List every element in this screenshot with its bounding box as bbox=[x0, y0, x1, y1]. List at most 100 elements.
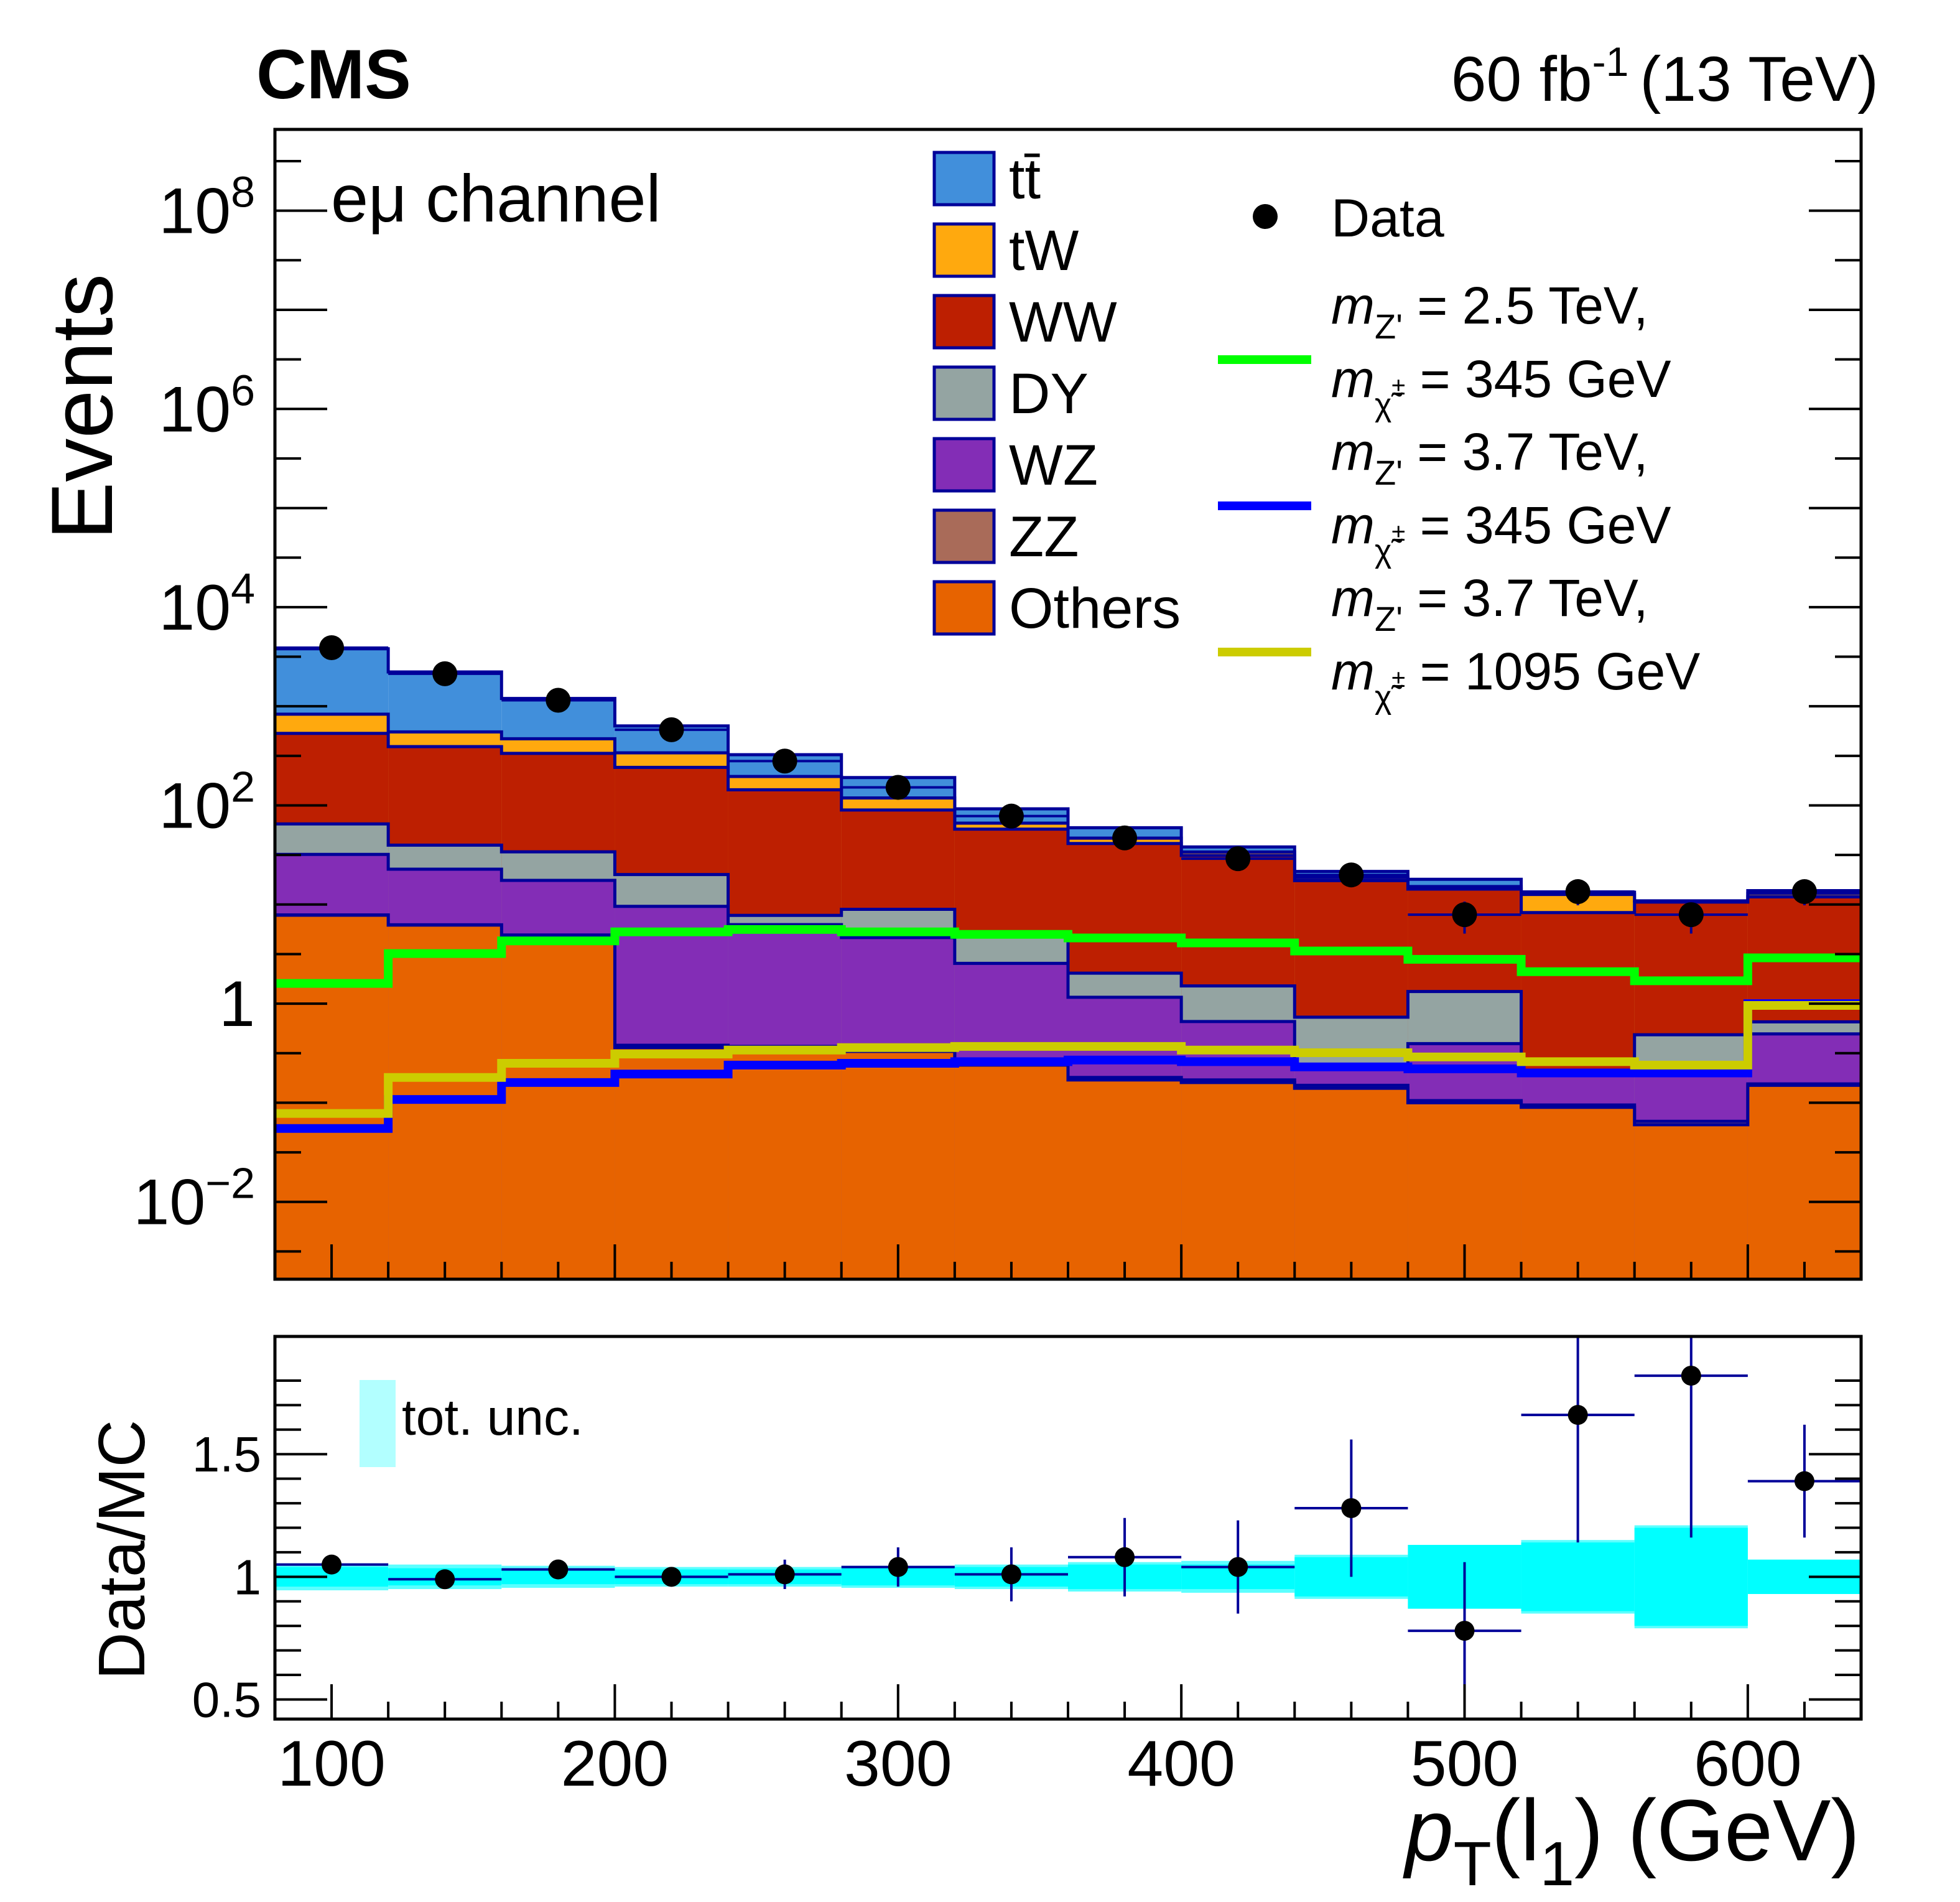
lumi-value: 60 fb bbox=[1451, 44, 1592, 114]
legend-swatch-tt bbox=[932, 151, 996, 207]
stack-bar-others bbox=[954, 1065, 1068, 1279]
y-axis-title: Events bbox=[33, 274, 131, 540]
data-point bbox=[319, 635, 345, 661]
data-point bbox=[1678, 902, 1704, 928]
legend-m-symbol: m bbox=[1331, 496, 1375, 554]
ratio-point bbox=[1228, 1557, 1248, 1577]
legend-m-symbol: m bbox=[1331, 350, 1375, 408]
legend-zprime-mass: = 2.5 TeV, bbox=[1403, 276, 1648, 335]
ratio-axis-ticks bbox=[275, 1379, 1862, 1719]
legend-signal-line2: mχ̃± = 345 GeV bbox=[1331, 350, 1671, 423]
ratio-point bbox=[888, 1557, 908, 1577]
stack-bar-others bbox=[1294, 1088, 1408, 1279]
x-title-sub-1: 1 bbox=[1540, 1829, 1574, 1899]
lumi-label: 60 fb-1 (13 TeV) bbox=[1451, 39, 1879, 114]
main-pad-frame bbox=[273, 128, 1863, 1281]
legend-signal-line1: mZ' = 3.7 TeV, bbox=[1331, 569, 1648, 638]
legend-label-ww: WW bbox=[1009, 291, 1117, 354]
ratio-point bbox=[1681, 1366, 1701, 1386]
data-point bbox=[1112, 825, 1138, 851]
legend-zprime-mass: = 3.7 TeV, bbox=[1403, 422, 1648, 481]
y-tick-exponent: 2 bbox=[231, 762, 255, 811]
stack-bar-others bbox=[841, 1051, 955, 1279]
data-point bbox=[1791, 879, 1817, 905]
y-tick-base: 10 bbox=[134, 1167, 206, 1239]
legend-chargino-mass: = 345 GeV bbox=[1405, 496, 1671, 554]
legend-m-symbol: m bbox=[1331, 276, 1375, 335]
legend-signal-line1: mZ' = 3.7 TeV, bbox=[1331, 422, 1648, 492]
legend-label-data: Data bbox=[1331, 189, 1444, 248]
legend-zprime-sub: Z' bbox=[1375, 307, 1403, 346]
legend-chargino-mass: = 345 GeV bbox=[1405, 350, 1671, 408]
data-point bbox=[1225, 846, 1251, 872]
ratio-y-tick-label: 1 bbox=[234, 1549, 262, 1605]
legend-chargino-sup: ± bbox=[1391, 665, 1405, 692]
stack-outline-ww bbox=[275, 732, 1861, 915]
legend-signal-line2: mχ̃± = 1095 GeV bbox=[1331, 642, 1700, 716]
legend-signal-line2: mχ̃± = 345 GeV bbox=[1331, 496, 1671, 569]
stack-bar-others bbox=[728, 1048, 842, 1279]
legend-signal-line1: mZ' = 2.5 TeV, bbox=[1331, 276, 1648, 346]
legend-label-tw: tW bbox=[1009, 219, 1079, 282]
y-tick-label: 10−2 bbox=[134, 1159, 256, 1239]
signal-line-signal-3p7tev-345gev bbox=[275, 999, 1861, 1133]
legend-m-symbol: m bbox=[1331, 422, 1375, 481]
stack-bar-others bbox=[1634, 1124, 1748, 1279]
x-title-sub-t: T bbox=[1454, 1829, 1492, 1899]
y-tick-label: 102 bbox=[159, 762, 255, 842]
unc-legend-swatch bbox=[360, 1380, 396, 1467]
ratio-points bbox=[275, 1336, 1861, 1700]
y-tick-base: 10 bbox=[159, 572, 231, 644]
ratio-pad-frame bbox=[273, 1335, 1863, 1721]
stack-bar-others bbox=[615, 1047, 728, 1279]
experiment-label: CMS bbox=[256, 35, 411, 113]
ratio-point bbox=[661, 1567, 682, 1587]
data-point bbox=[772, 748, 797, 774]
y-tick-label: 108 bbox=[159, 168, 255, 248]
data-layer bbox=[275, 635, 1861, 934]
ratio-point bbox=[1001, 1564, 1021, 1585]
ratio-point bbox=[774, 1564, 795, 1585]
x-title-close: ) (GeV) bbox=[1574, 1781, 1860, 1879]
y-tick-base: 10 bbox=[159, 770, 231, 842]
x-title-open: (l bbox=[1492, 1781, 1540, 1879]
legend-swatch-ww bbox=[932, 294, 996, 350]
ratio-pad: 0.5 1 1.5 Data/MC tot. unc. 100 200 300 400 50… bbox=[85, 1335, 1863, 1899]
signal-layer bbox=[275, 925, 1861, 1133]
legend-zprime-sub: Z' bbox=[1375, 453, 1403, 492]
legend-label-others: Others bbox=[1009, 577, 1181, 640]
legend-swatch-tw bbox=[932, 222, 996, 278]
y-tick-label: 104 bbox=[159, 564, 255, 644]
legend-label-tt: tt̄ bbox=[1009, 147, 1041, 211]
y-tick-exponent: 8 bbox=[231, 168, 255, 217]
y-tick-exponent: 6 bbox=[231, 366, 255, 414]
legend-m-symbol: m bbox=[1331, 569, 1375, 627]
legend-chargino-sup: ± bbox=[1391, 519, 1405, 546]
unc-band-inner bbox=[1521, 1542, 1635, 1611]
stack-bar-others bbox=[1181, 1082, 1295, 1279]
legend-swatch-dy bbox=[932, 365, 996, 421]
unc-legend-label: tot. unc. bbox=[402, 1389, 583, 1446]
ratio-point bbox=[1568, 1405, 1588, 1425]
legend-swatch-others bbox=[932, 580, 996, 636]
stack-bar-others bbox=[501, 935, 615, 1279]
y-tick-label: 1 bbox=[219, 968, 255, 1040]
legend-swatch-zz bbox=[932, 508, 996, 564]
ratio-point bbox=[548, 1559, 569, 1580]
data-point bbox=[1452, 902, 1477, 928]
y-tick-base: 10 bbox=[159, 373, 231, 445]
x-tick-label: 300 bbox=[844, 1728, 952, 1800]
x-tick-labels: 100 200 300 400 500 600 bbox=[277, 1728, 1801, 1800]
stack-bar-others bbox=[1747, 1085, 1861, 1279]
stack-bar-others bbox=[1521, 1107, 1635, 1279]
data-point bbox=[432, 661, 458, 686]
main-axis-ticks bbox=[275, 159, 1862, 1279]
legend-label-dy: DY bbox=[1009, 362, 1089, 426]
signal-line-signal-3p7tev-1095gev bbox=[275, 1000, 1861, 1118]
y-tick-base: 1 bbox=[219, 968, 255, 1040]
data-point bbox=[546, 688, 571, 713]
ratio-point bbox=[1341, 1498, 1362, 1518]
